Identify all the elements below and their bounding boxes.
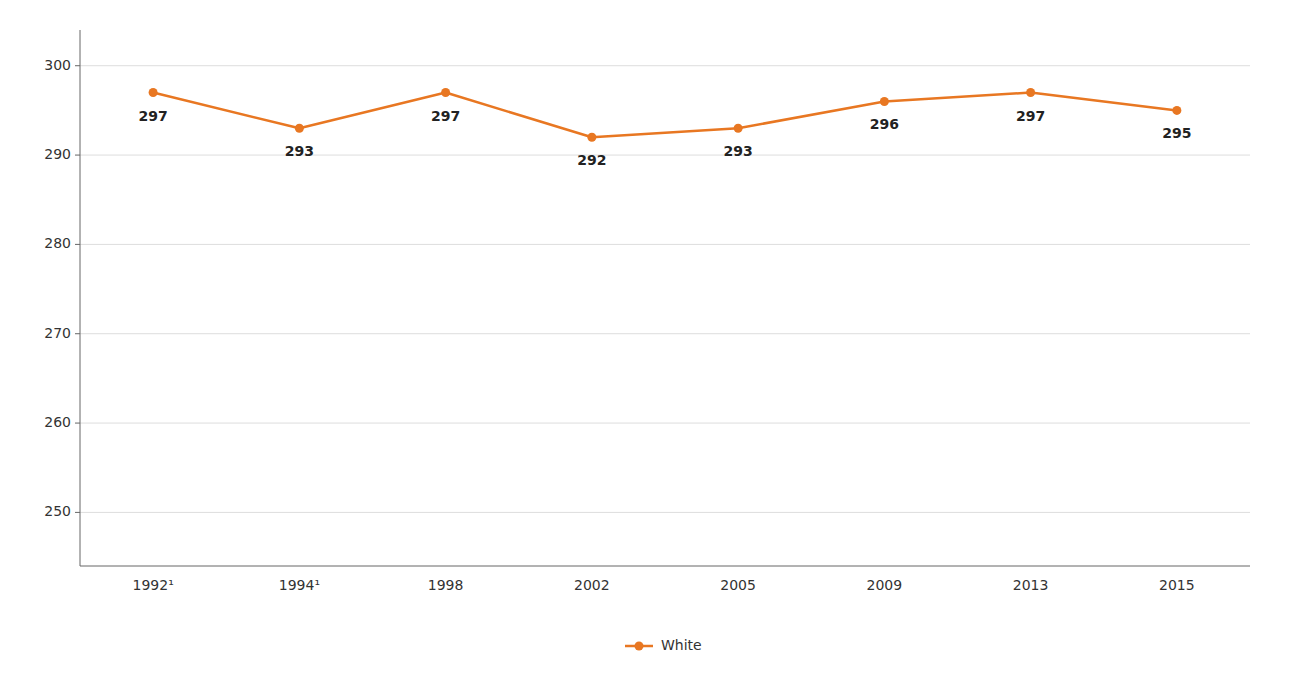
x-tick-label: 1994¹ [279, 577, 320, 593]
data-label: 293 [724, 143, 753, 159]
data-labels: 297 293 297 292 293 296 297 295 [139, 108, 1192, 169]
y-tick [75, 65, 80, 66]
y-axis-line [80, 30, 81, 566]
data-label: 297 [1016, 108, 1045, 124]
x-tick-label: 1998 [428, 577, 464, 593]
data-label: 293 [285, 143, 314, 159]
x-tick-label: 2013 [1013, 577, 1049, 593]
grid-line [80, 155, 1250, 156]
point-marker [295, 124, 304, 133]
y-axis: 250 260 270 280 290 300 [44, 57, 1250, 520]
y-tick [75, 333, 80, 334]
x-tick-label: 2005 [720, 577, 756, 593]
data-label: 296 [870, 116, 899, 132]
point-marker [149, 88, 158, 97]
point-marker [880, 97, 889, 106]
grid-line [80, 512, 1250, 513]
y-tick [75, 155, 80, 156]
y-tick [75, 244, 80, 245]
point-marker [734, 124, 743, 133]
x-tick-label: 1992¹ [133, 577, 174, 593]
x-tick-label: 2015 [1159, 577, 1195, 593]
y-tick-label: 300 [44, 57, 71, 73]
grid-line [80, 65, 1250, 66]
plot-marks [149, 88, 1182, 142]
y-tick-label: 250 [44, 503, 71, 519]
data-label: 295 [1162, 125, 1191, 141]
grid-line [80, 333, 1250, 334]
grid-line [80, 423, 1250, 424]
y-tick-label: 280 [44, 235, 71, 251]
point-marker [1026, 88, 1035, 97]
grid-line [80, 244, 1250, 245]
legend-marker [635, 642, 644, 651]
point-marker [1172, 106, 1181, 115]
chart-svg: 250 260 270 280 290 300 1992¹ 1994¹ 1998 2002 2005… [0, 0, 1290, 681]
x-tick-label: 2002 [574, 577, 610, 593]
legend: White [625, 637, 702, 653]
data-label: 292 [577, 152, 606, 168]
data-label: 297 [431, 108, 460, 124]
x-tick-label: 2009 [867, 577, 903, 593]
y-tick [75, 423, 80, 424]
point-marker [587, 133, 596, 142]
y-tick-label: 260 [44, 414, 71, 430]
series-line [153, 93, 1177, 138]
legend-label: White [661, 637, 702, 653]
point-marker [441, 88, 450, 97]
y-tick [75, 512, 80, 513]
chart-container: 250 260 270 280 290 300 1992¹ 1994¹ 1998 2002 2005… [0, 0, 1290, 681]
x-axis-line [80, 566, 1250, 567]
data-label: 297 [139, 108, 168, 124]
y-tick-label: 270 [44, 325, 71, 341]
x-axis: 1992¹ 1994¹ 1998 2002 2005 2009 2013 2015 [133, 577, 1195, 593]
y-tick-label: 290 [44, 146, 71, 162]
